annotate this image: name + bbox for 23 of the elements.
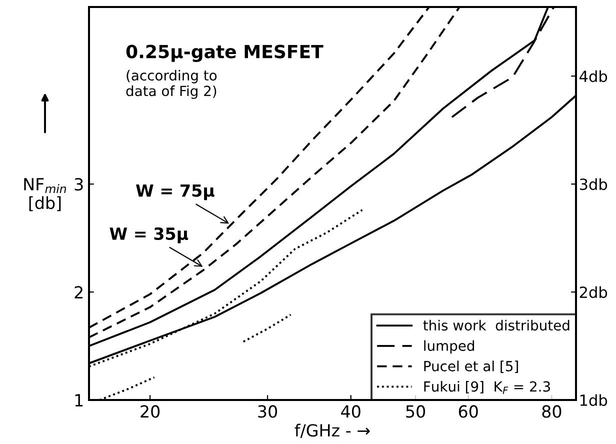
y2-tick-label: 2db (580, 286, 608, 298)
x-tick-label: 80 (542, 405, 562, 418)
annotation: (according to data of Fig 2) (126, 70, 217, 99)
x-tick-label: 50 (406, 405, 426, 418)
annotation: W = 35μ (110, 227, 188, 244)
legend-label: this work distributed (423, 320, 570, 331)
legend-label: lumped (424, 340, 474, 354)
annotation: W = 75μ (136, 184, 214, 200)
y-axis-title: NF$_{min}$ [db] (24, 178, 66, 212)
y-tick-label: 3 (74, 178, 83, 191)
x-axis-title: f/GHz - → (294, 424, 370, 438)
legend-label: Pucel et al [5] (424, 360, 518, 373)
x-tick-label: 20 (140, 405, 160, 418)
legend-label: Fukui [9] K$_{F}$ = 2.3 (424, 381, 550, 394)
y2-tick-label: 1db (580, 394, 608, 406)
x-tick-label: 30 (258, 405, 278, 418)
y2-tick-label: 4db (580, 70, 608, 82)
y-tick-label: 2 (74, 286, 82, 298)
y-tick-label: 1 (75, 394, 83, 406)
x-tick-label: 40 (341, 405, 360, 418)
x-tick-label: 60 (458, 405, 478, 418)
text: 0.25μ-gate MESFET (126, 44, 324, 62)
y2-tick-label: 3db (580, 178, 608, 190)
